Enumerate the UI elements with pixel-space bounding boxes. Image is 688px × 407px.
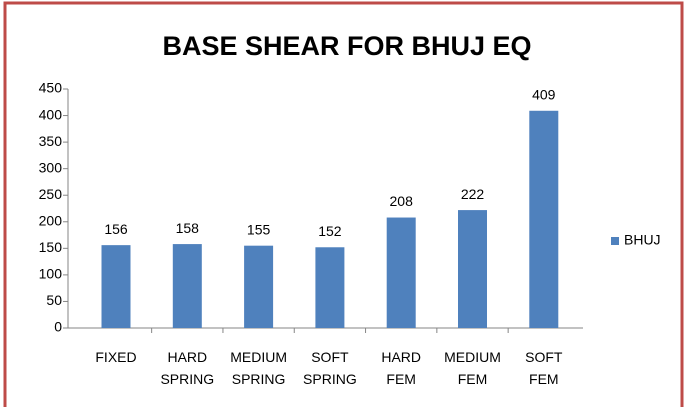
bar [315,247,345,328]
bar [101,245,131,328]
legend-swatch [611,237,619,245]
bar [529,110,559,328]
bar [244,245,274,328]
x-tick-label: HARD SPRING [160,349,214,387]
bar [172,244,202,328]
frame [3,1,684,407]
y-tick-label: 50 [46,292,62,308]
y-tick-label: 100 [39,266,63,282]
y-tick-label: 400 [39,106,63,122]
y-tick-label: 200 [39,212,63,228]
x-tick-label: MEDIUM FEM [444,349,501,387]
y-tick-label: 450 [39,80,63,96]
y-tick-label: 150 [39,239,63,255]
data-label: 208 [390,193,414,209]
chart-title: BASE SHEAR FOR BHUJ EQ [162,31,531,61]
data-label: 152 [318,223,342,239]
y-tick-label: 250 [39,186,63,202]
data-label: 409 [532,86,556,102]
bar [386,217,416,328]
legend-label: BHUJ [624,232,661,248]
data-label: 155 [247,221,271,237]
y-tick-label: 0 [54,319,62,335]
bar [458,210,487,328]
data-label: 222 [461,186,485,202]
data-label: 156 [104,221,128,237]
x-tick-label: FIXED [95,349,136,365]
x-tick-label: HARD FEM [381,349,421,387]
x-tick-label: MEDIUM SPRING [230,349,287,387]
data-label: 158 [176,220,200,236]
y-tick-label: 350 [39,133,63,149]
x-tick-label: SOFT FEM [525,349,563,387]
x-tick-label: SOFT SPRING [303,349,357,387]
y-tick-label: 300 [39,159,63,175]
